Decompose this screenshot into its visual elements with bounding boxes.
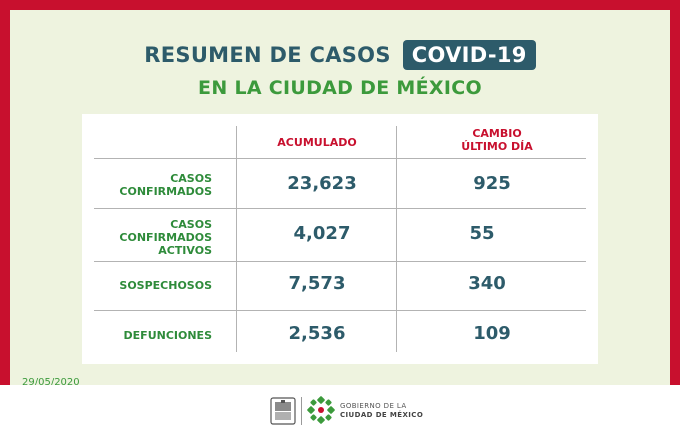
row-label-deaths: DEFUNCIONES: [92, 329, 212, 342]
row-divider: [94, 261, 586, 262]
value-suspected-change: 340: [468, 273, 506, 294]
row-divider: [94, 208, 586, 209]
row-divider: [94, 310, 586, 311]
label-line: CASOS: [170, 218, 212, 231]
row-label-suspected: SOSPECHOSOS: [92, 279, 212, 292]
title-row: RESUMEN DE CASOS COVID-19: [10, 40, 670, 70]
column-divider: [396, 126, 397, 352]
value-suspected-accumulated: 7,573: [288, 273, 346, 294]
coat-of-arms-icon: [270, 397, 296, 425]
label-line: ACTIVOS: [158, 244, 212, 257]
value-active-accumulated: 4,027: [293, 223, 351, 244]
cases-table: ACUMULADO CAMBIO ÚLTIMO DÍA CASOS CONFIR…: [82, 114, 598, 364]
row-label-confirmed: CASOS CONFIRMADOS: [92, 172, 212, 198]
report-date: 29/05/2020: [22, 377, 80, 388]
value-confirmed-accumulated: 23,623: [287, 173, 357, 194]
value-active-change: 55: [469, 223, 495, 244]
cdmx-logo-icon: [307, 396, 335, 424]
header-change: CAMBIO ÚLTIMO DÍA: [402, 127, 592, 153]
gov-line1: GOBIERNO DE LA: [340, 402, 407, 410]
label-line: CASOS: [170, 172, 212, 185]
covid-badge: COVID-19: [402, 40, 536, 70]
value-confirmed-change: 925: [473, 173, 511, 194]
page-title: RESUMEN DE CASOS: [144, 43, 391, 67]
value-deaths-accumulated: 2,536: [288, 323, 346, 344]
column-divider: [236, 126, 237, 352]
header-change-line1: CAMBIO: [472, 127, 522, 140]
header-accumulated: ACUMULADO: [277, 136, 357, 149]
label-line: CONFIRMADOS: [119, 231, 212, 244]
label-line: SOSPECHOSOS: [119, 279, 212, 292]
gov-line2: CIUDAD DE MÉXICO: [340, 411, 424, 419]
content-panel: RESUMEN DE CASOS COVID-19 EN LA CIUDAD DE…: [10, 10, 670, 388]
row-label-active: CASOS CONFIRMADOS ACTIVOS: [92, 218, 212, 257]
page-subtitle: EN LA CIUDAD DE MÉXICO: [198, 77, 482, 99]
value-deaths-change: 109: [473, 323, 511, 344]
label-line: DEFUNCIONES: [123, 329, 212, 342]
footer: GOBIERNO DE LA CIUDAD DE MÉXICO: [0, 385, 680, 438]
row-divider: [94, 158, 586, 159]
government-name: GOBIERNO DE LA CIUDAD DE MÉXICO: [340, 402, 423, 420]
header-change-line2: ÚLTIMO DÍA: [461, 140, 533, 153]
footer-divider: [301, 397, 302, 425]
label-line: CONFIRMADOS: [119, 185, 212, 198]
